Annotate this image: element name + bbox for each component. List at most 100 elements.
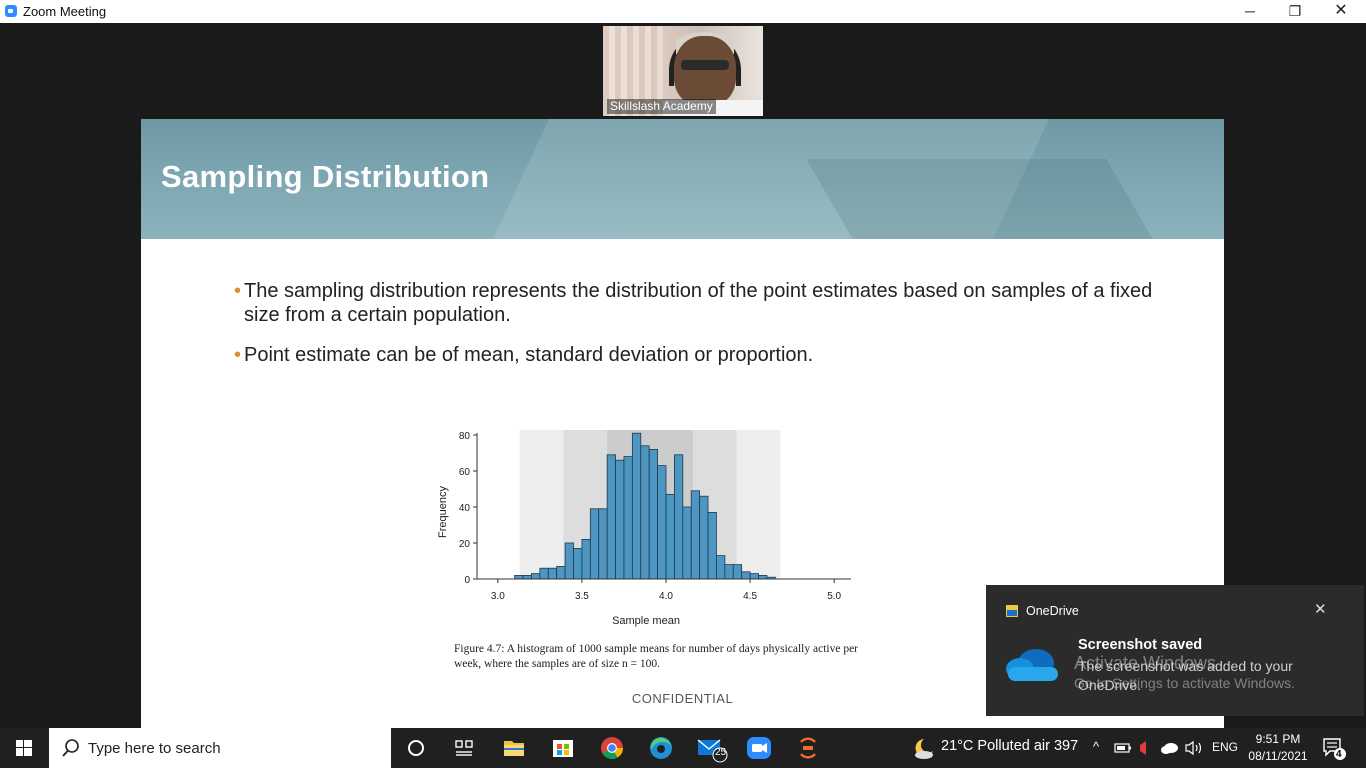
toast-title: Screenshot saved — [1078, 637, 1203, 653]
header-decoration — [806, 159, 1176, 239]
notification-center-icon[interactable] — [1322, 737, 1348, 761]
histogram-bar — [522, 574, 532, 580]
y-axis-label: Frequency — [437, 486, 449, 538]
activate-windows-watermark: Activate Windows Go to Settings to activ… — [1074, 653, 1364, 693]
x-tick-label: 5.0 — [827, 591, 841, 602]
taskbar: Type here to search 25 — [0, 728, 1366, 768]
bullet-list: The sampling distribution represents the… — [234, 279, 1155, 383]
file-explorer-icon[interactable] — [490, 728, 538, 768]
volume-icon[interactable] — [1184, 740, 1204, 756]
histogram-bar — [665, 494, 675, 580]
x-tick-label: 4.0 — [659, 591, 673, 602]
taskbar-search-box[interactable]: Type here to search — [49, 728, 391, 768]
figure-caption: Figure 4.7: A histogram of 1000 sample m… — [454, 643, 859, 670]
histogram-bar — [674, 454, 684, 580]
onedrive-tray-icon[interactable] — [1160, 742, 1180, 754]
cortana-icon[interactable] — [392, 728, 440, 768]
glasses-shape — [681, 60, 729, 70]
histogram-bar — [732, 564, 743, 580]
histogram-bar — [598, 508, 608, 580]
mail-icon[interactable] — [686, 728, 734, 768]
histogram-bar — [615, 459, 625, 580]
slide-header: Sampling Distribution — [141, 119, 1224, 239]
histogram-bar — [631, 432, 642, 580]
y-tick-label: 0 — [464, 575, 470, 586]
shirt-shape — [663, 100, 763, 116]
battery-icon[interactable] — [1114, 742, 1132, 754]
histogram-bar — [749, 573, 759, 580]
screen-share-icon[interactable] — [784, 728, 832, 768]
window-title: Zoom Meeting — [23, 4, 107, 19]
y-tick-label: 60 — [459, 467, 471, 478]
histogram-bar — [514, 574, 524, 580]
clock-date: 08/11/2021 — [1248, 749, 1308, 763]
histogram-chart: 3.0 3.5 4.0 4.5 5.0 0 20 40 60 80 Sample mean Frequ… — [437, 430, 851, 627]
histogram-bar — [531, 573, 541, 580]
bullet-item: Point estimate can be of mean, standard … — [234, 343, 1155, 367]
histogram-bar — [758, 574, 768, 580]
watermark-body: Go to Settings to activate Windows. — [1074, 675, 1295, 691]
histogram-bar — [589, 508, 600, 580]
participant-video[interactable]: Skillslash Academy — [603, 26, 763, 116]
histogram-bar — [539, 567, 549, 580]
zoom-app-icon — [5, 5, 17, 17]
histogram-bar — [573, 548, 583, 580]
search-icon — [62, 739, 79, 757]
histogram-bar — [716, 555, 726, 580]
microsoft-store-icon[interactable] — [539, 728, 587, 768]
histogram-bar — [556, 565, 566, 580]
clock-time: 9:51 PM — [1255, 732, 1301, 746]
task-view-icon[interactable] — [440, 728, 488, 768]
mail-badge: 25 — [715, 747, 727, 758]
x-tick-label: 3.5 — [575, 591, 589, 602]
edge-icon[interactable] — [637, 728, 685, 768]
histogram-bar — [699, 495, 709, 580]
confidential-label: CONFIDENTIAL — [631, 691, 734, 706]
weather-moon-icon — [915, 739, 933, 759]
histogram-bar — [640, 445, 650, 580]
head-shape — [674, 36, 736, 106]
histogram-bar — [690, 490, 701, 580]
y-tick-label: 20 — [459, 539, 471, 550]
chrome-icon[interactable] — [588, 728, 636, 768]
maximize-button[interactable]: ❐ — [1288, 3, 1302, 19]
watermark-title: Activate Windows — [1074, 653, 1217, 673]
bullet-item: The sampling distribution represents the… — [234, 279, 1155, 327]
search-placeholder: Type here to search — [88, 740, 221, 757]
toast-body: The screenshot was added to your OneDriv… — [1078, 658, 1293, 693]
weather-text[interactable]: 21°C Polluted air 397 — [941, 738, 1079, 754]
chevron-up-icon[interactable]: ^ — [1093, 739, 1100, 754]
histogram-bar — [547, 567, 558, 580]
slide-title: Sampling Distribution — [161, 159, 490, 194]
x-tick-label: 3.0 — [491, 591, 505, 602]
histogram-bar — [623, 456, 633, 580]
x-axis-label: Sample mean — [612, 615, 680, 627]
video-background — [603, 26, 663, 116]
onedrive-cloud-icon — [1006, 649, 1058, 681]
toast-close-icon[interactable]: ✕ — [1314, 601, 1327, 618]
window-titlebar: Zoom Meeting ─ ❐ ✕ — [0, 0, 1366, 23]
histogram-bar — [741, 571, 751, 580]
onedrive-notification[interactable]: OneDrive ✕ Screenshot saved Activate Win… — [986, 585, 1364, 716]
taskbar-clock[interactable]: 9:51 PM 08/11/2021 — [1244, 731, 1312, 765]
zoom-taskbar-icon[interactable] — [735, 728, 783, 768]
histogram-bar — [657, 465, 667, 580]
y-tick-label: 80 — [459, 431, 471, 442]
language-indicator[interactable]: ENG — [1212, 740, 1239, 754]
toast-app-name: OneDrive — [1026, 604, 1079, 618]
histogram-bar — [648, 448, 658, 580]
notification-count: 4 — [1336, 749, 1342, 760]
histogram-bar — [724, 564, 734, 580]
close-button[interactable]: ✕ — [1334, 2, 1348, 19]
histogram-bar — [606, 454, 616, 580]
mic-muted-icon[interactable] — [1138, 741, 1150, 755]
y-tick-label: 40 — [459, 503, 471, 514]
onedrive-app-icon — [1006, 605, 1018, 617]
histogram-bar — [564, 542, 574, 580]
histogram-bar — [581, 539, 591, 580]
participant-name: Skillslash Academy — [607, 99, 716, 114]
histogram-bar — [707, 512, 717, 580]
windows-start-icon[interactable] — [0, 728, 48, 768]
histogram-bar — [682, 506, 692, 580]
minimize-button[interactable]: ─ — [1245, 3, 1255, 19]
